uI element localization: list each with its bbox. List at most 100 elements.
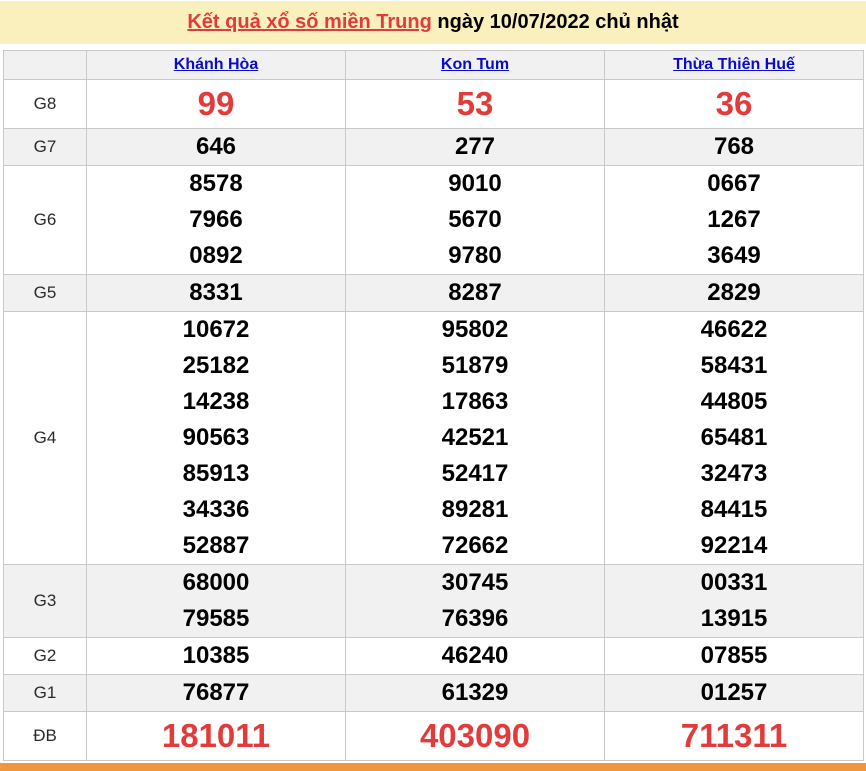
prize-row-g5: G5 8331 8287 2829 bbox=[3, 274, 864, 312]
prize-label: ĐB bbox=[3, 711, 87, 761]
prize-number: 89281 bbox=[441, 496, 509, 523]
prize-numbers-cell-kon-tum: 403090 bbox=[345, 711, 605, 761]
prize-number: 17863 bbox=[441, 388, 509, 415]
prize-numbers-cell-khanh-hoa: 8578 7966 0892 bbox=[86, 165, 346, 275]
province-link-kon-tum[interactable]: Kon Tum bbox=[440, 56, 510, 73]
prize-number: 61329 bbox=[441, 679, 509, 706]
prize-number: 32473 bbox=[700, 460, 768, 487]
prize-number: 2829 bbox=[707, 279, 761, 306]
prize-number: 7966 bbox=[189, 206, 243, 233]
prize-number: 711311 bbox=[680, 717, 788, 754]
prize-numbers-cell-kon-tum: 61329 bbox=[345, 674, 605, 712]
prize-numbers-cell-khanh-hoa: 68000 79585 bbox=[86, 564, 346, 638]
prize-number: 0667 bbox=[707, 170, 761, 197]
prize-number: 53 bbox=[456, 85, 494, 122]
province-header-khanh-hoa: Khánh Hòa bbox=[86, 50, 346, 80]
prize-numbers-cell-kon-tum: 277 bbox=[345, 128, 605, 166]
prize-numbers-cell-thua-thien-hue: 768 bbox=[604, 128, 864, 166]
footer-bar bbox=[0, 763, 866, 771]
prize-numbers-cell-kon-tum: 9010 5670 9780 bbox=[345, 165, 605, 275]
prize-numbers-cell-thua-thien-hue: 46622 58431 44805 65481 32473 84415 92214 bbox=[604, 311, 864, 565]
prize-number: 25182 bbox=[182, 352, 250, 379]
prize-number: 181011 bbox=[161, 717, 271, 754]
prize-numbers-cell-khanh-hoa: 181011 bbox=[86, 711, 346, 761]
prize-numbers-cell-khanh-hoa: 8331 bbox=[86, 274, 346, 312]
prize-number: 85913 bbox=[182, 460, 250, 487]
province-header-kon-tum: Kon Tum bbox=[345, 50, 605, 80]
corner-cell bbox=[3, 50, 87, 80]
prize-number: 52417 bbox=[441, 460, 509, 487]
prize-numbers-cell-khanh-hoa: 99 bbox=[86, 79, 346, 129]
prize-numbers-cell-kon-tum: 30745 76396 bbox=[345, 564, 605, 638]
prize-label: G5 bbox=[3, 274, 87, 312]
prize-number: 68000 bbox=[182, 569, 250, 596]
prize-number: 34336 bbox=[182, 496, 250, 523]
prize-number: 76877 bbox=[182, 679, 250, 706]
prize-number: 01257 bbox=[700, 679, 768, 706]
prize-numbers-cell-khanh-hoa: 646 bbox=[86, 128, 346, 166]
prize-numbers-cell-khanh-hoa: 10385 bbox=[86, 637, 346, 675]
province-header-row: Khánh Hòa Kon Tum Thừa Thiên Huế bbox=[3, 50, 864, 80]
prize-number: 8331 bbox=[189, 279, 243, 306]
prize-numbers-cell-thua-thien-hue: 0667 1267 3649 bbox=[604, 165, 864, 275]
prize-number: 46240 bbox=[441, 642, 509, 669]
prize-numbers-cell-kon-tum: 95802 51879 17863 42521 52417 89281 72662 bbox=[345, 311, 605, 565]
prize-label: G2 bbox=[3, 637, 87, 675]
prize-number: 51879 bbox=[441, 352, 509, 379]
prize-numbers-cell-kon-tum: 46240 bbox=[345, 637, 605, 675]
prize-number: 277 bbox=[454, 133, 496, 160]
prize-number: 10385 bbox=[182, 642, 250, 669]
prize-number: 65481 bbox=[700, 424, 768, 451]
prize-numbers-cell-thua-thien-hue: 00331 13915 bbox=[604, 564, 864, 638]
prize-number: 36 bbox=[715, 85, 753, 122]
prize-number: 72662 bbox=[441, 532, 509, 559]
prize-numbers-cell-thua-thien-hue: 2829 bbox=[604, 274, 864, 312]
prize-number: 10672 bbox=[182, 316, 250, 343]
prize-number: 8578 bbox=[189, 170, 243, 197]
results-table: Khánh Hòa Kon Tum Thừa Thiên Huế G8 99 53 36 G… bbox=[3, 50, 864, 761]
prize-number: 58431 bbox=[700, 352, 768, 379]
result-title-link[interactable]: Kết quả xổ số miền Trung bbox=[187, 11, 432, 33]
prize-numbers-cell-thua-thien-hue: 01257 bbox=[604, 674, 864, 712]
prize-label: G8 bbox=[3, 79, 87, 129]
prize-number: 52887 bbox=[182, 532, 250, 559]
prize-number: 646 bbox=[195, 133, 237, 160]
prize-label: G1 bbox=[3, 674, 87, 712]
prize-label: G6 bbox=[3, 165, 87, 275]
prize-number: 403090 bbox=[419, 717, 531, 754]
prize-numbers-cell-thua-thien-hue: 711311 bbox=[604, 711, 864, 761]
prize-row-g1: G1 76877 61329 01257 bbox=[3, 674, 864, 712]
prize-numbers-cell-khanh-hoa: 10672 25182 14238 90563 85913 34336 52887 bbox=[86, 311, 346, 565]
prize-numbers-cell-kon-tum: 53 bbox=[345, 79, 605, 129]
prize-row-g6: G6 8578 7966 0892 9010 5670 9780 0667 1267 3649 bbox=[3, 165, 864, 275]
prize-number: 79585 bbox=[182, 605, 250, 632]
prize-number: 1267 bbox=[707, 206, 761, 233]
prize-number: 42521 bbox=[441, 424, 509, 451]
prize-number: 8287 bbox=[448, 279, 502, 306]
prize-number: 76396 bbox=[441, 605, 509, 632]
prize-number: 0892 bbox=[189, 242, 243, 269]
prize-row-g2: G2 10385 46240 07855 bbox=[3, 637, 864, 675]
prize-number: 5670 bbox=[448, 206, 502, 233]
prize-number: 00331 bbox=[700, 569, 768, 596]
prize-number: 84415 bbox=[700, 496, 768, 523]
prize-number: 07855 bbox=[700, 642, 768, 669]
province-link-khanh-hoa[interactable]: Khánh Hòa bbox=[173, 56, 259, 73]
prize-row-g7: G7 646 277 768 bbox=[3, 128, 864, 166]
province-link-thua-thien-hue[interactable]: Thừa Thiên Huế bbox=[673, 56, 795, 73]
prize-numbers-cell-kon-tum: 8287 bbox=[345, 274, 605, 312]
prize-number: 9780 bbox=[448, 242, 502, 269]
prize-number: 44805 bbox=[700, 388, 768, 415]
province-header-thua-thien-hue: Thừa Thiên Huế bbox=[604, 50, 864, 80]
prize-row-g3: G3 68000 79585 30745 76396 00331 13915 bbox=[3, 564, 864, 638]
prize-number: 3649 bbox=[707, 242, 761, 269]
prize-label: G4 bbox=[3, 311, 87, 565]
prize-number: 9010 bbox=[448, 170, 502, 197]
prize-number: 30745 bbox=[441, 569, 509, 596]
prize-numbers-cell-thua-thien-hue: 07855 bbox=[604, 637, 864, 675]
prize-number: 13915 bbox=[700, 605, 768, 632]
prize-number: 95802 bbox=[441, 316, 509, 343]
prize-numbers-cell-thua-thien-hue: 36 bbox=[604, 79, 864, 129]
prize-number: 92214 bbox=[700, 532, 768, 559]
prize-number: 90563 bbox=[182, 424, 250, 451]
